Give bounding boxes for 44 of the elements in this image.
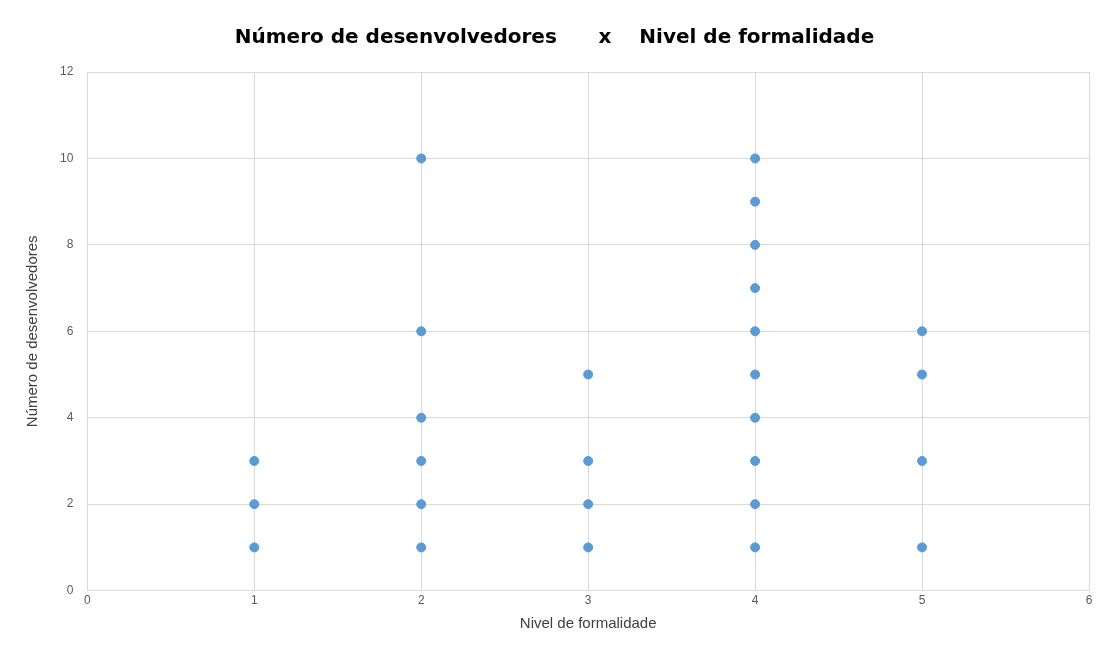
point: [249, 499, 260, 510]
y-tick-label: 8: [66, 237, 74, 252]
x-tick-label: 3: [584, 593, 592, 608]
point: [249, 455, 260, 466]
point: [750, 239, 761, 250]
y-tick-label: 4: [66, 410, 74, 425]
point: [416, 542, 427, 553]
y-tick-label: 0: [66, 582, 74, 597]
chart-title: Número de desenvolvedores x Nivel de formalidade: [234, 24, 875, 49]
point: [750, 369, 761, 380]
point: [750, 153, 761, 164]
y-axis-title: Número de desenvolvedores: [23, 235, 41, 428]
x-tick-label: 5: [918, 593, 926, 608]
y-tick-label: 10: [59, 150, 74, 165]
x-tick-label: 4: [751, 593, 759, 608]
x-axis-title: Nivel de formalidade: [519, 614, 657, 632]
point: [416, 153, 427, 164]
point: [917, 369, 928, 380]
point: [416, 326, 427, 337]
point: [750, 412, 761, 423]
point: [750, 196, 761, 207]
point: [917, 455, 928, 466]
y-tick-label: 2: [66, 496, 74, 511]
point: [750, 542, 761, 553]
point: [750, 326, 761, 337]
point: [249, 542, 260, 553]
y-tick-label: 12: [59, 64, 74, 79]
point: [917, 326, 928, 337]
x-tick-label: 1: [250, 593, 258, 608]
point: [416, 499, 427, 510]
point: [416, 412, 427, 423]
point: [917, 542, 928, 553]
point: [583, 542, 594, 553]
point: [750, 455, 761, 466]
point: [416, 455, 427, 466]
x-tick-label: 0: [84, 593, 91, 608]
point: [750, 499, 761, 510]
x-tick-label: 2: [417, 593, 425, 608]
point: [583, 499, 594, 510]
point: [750, 283, 761, 294]
point: [583, 369, 594, 380]
y-tick-label: 6: [66, 323, 74, 338]
x-tick-label: 6: [1085, 593, 1093, 608]
point: [583, 455, 594, 466]
